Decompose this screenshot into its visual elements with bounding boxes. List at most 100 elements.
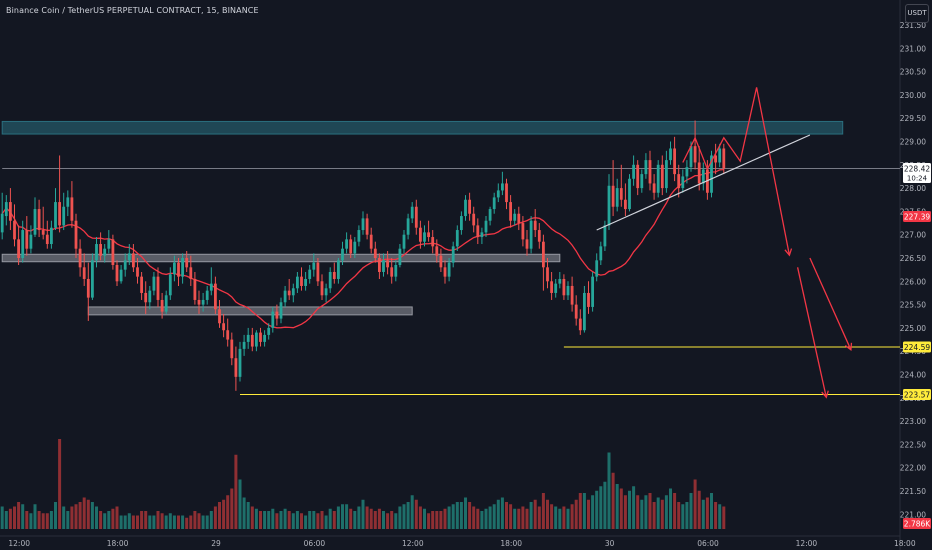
candle-body xyxy=(595,260,599,277)
projection-arrow[interactable] xyxy=(809,257,852,351)
volume-bar xyxy=(669,488,672,529)
volume-bar xyxy=(685,502,689,529)
candle-body xyxy=(656,164,660,193)
price-zone[interactable] xyxy=(87,306,413,316)
volume-bar xyxy=(193,511,197,529)
volume-bar xyxy=(435,511,439,529)
volume-bar xyxy=(398,506,402,529)
volume-bar xyxy=(304,515,308,529)
candle-body xyxy=(410,206,414,219)
price-label-badge xyxy=(903,163,931,184)
candle-body xyxy=(501,183,504,191)
candle-body xyxy=(181,258,184,277)
price-tick-label: 231.50 xyxy=(900,21,926,30)
candle-body xyxy=(460,216,463,231)
candle-body xyxy=(320,281,324,296)
candle-body xyxy=(308,269,312,279)
volume-bar xyxy=(349,508,353,529)
projection-path[interactable] xyxy=(682,87,791,256)
volume-bar xyxy=(58,439,62,529)
currency-button[interactable]: USDT xyxy=(905,4,929,23)
volume-bar xyxy=(648,493,652,529)
volume-bar xyxy=(652,502,656,529)
candle-body xyxy=(4,202,8,217)
volume-bar xyxy=(111,508,115,529)
volume-bar xyxy=(472,506,476,529)
price-tick-label: 222.50 xyxy=(900,440,926,449)
volume-bar xyxy=(144,511,148,529)
volume-bar xyxy=(131,515,135,529)
candle-body xyxy=(718,148,722,163)
candle-body xyxy=(242,341,246,349)
volume-bar xyxy=(160,513,164,529)
candle-body xyxy=(201,299,205,305)
volume-bar xyxy=(168,513,172,529)
volume-bar xyxy=(550,504,554,529)
candle-body xyxy=(722,148,726,169)
volume-bar xyxy=(439,511,443,529)
candle-body xyxy=(275,311,279,319)
volume-bar xyxy=(587,499,590,529)
volume-bar xyxy=(148,515,152,529)
candle-body xyxy=(103,248,107,256)
volume-bar xyxy=(500,497,504,529)
candle-body xyxy=(611,185,615,207)
volume-bar xyxy=(300,513,303,529)
candle-body xyxy=(263,334,266,342)
candle-body xyxy=(603,225,607,247)
volume-bar xyxy=(275,513,279,529)
candle-body xyxy=(414,206,418,228)
price-zone[interactable] xyxy=(1,253,561,263)
volume-bar xyxy=(361,499,365,529)
candle-body xyxy=(533,220,537,231)
candle-body xyxy=(255,332,258,347)
candle-body xyxy=(209,283,213,291)
price-axis-panel[interactable] xyxy=(900,0,932,550)
trendline[interactable] xyxy=(596,134,811,231)
candle-body xyxy=(648,160,652,184)
candle-body xyxy=(45,234,49,245)
volume-bar xyxy=(70,506,74,529)
candle-body xyxy=(41,230,45,235)
volume-bar xyxy=(513,508,517,529)
candle-body xyxy=(710,155,713,193)
time-tick-label: 12:00 xyxy=(8,539,30,548)
arrow-head xyxy=(784,248,793,257)
price-zone[interactable] xyxy=(1,120,844,135)
candle-body xyxy=(132,253,135,268)
volume-bar xyxy=(644,495,648,529)
volume-bar xyxy=(591,495,595,529)
candle-body xyxy=(570,285,574,305)
candle-body xyxy=(230,339,234,359)
candle-body xyxy=(587,292,590,307)
price-label-text: 223.57 xyxy=(904,391,930,400)
volume-bar xyxy=(521,506,525,529)
volume-bar xyxy=(382,511,385,529)
volume-bar xyxy=(197,513,201,529)
candle-body xyxy=(714,155,717,163)
candle-body xyxy=(492,197,496,210)
candle-body xyxy=(615,188,619,207)
volume-bar xyxy=(701,499,705,529)
candle-body xyxy=(25,230,29,249)
candle-body xyxy=(513,213,517,221)
candle-body xyxy=(373,248,377,259)
candle-body xyxy=(13,220,16,240)
time-tick-label: 12:00 xyxy=(402,539,424,548)
candle-body xyxy=(222,323,225,331)
candle-body xyxy=(337,260,340,279)
candle-body xyxy=(464,199,467,217)
projection-arrow[interactable] xyxy=(796,267,827,398)
volume-bar xyxy=(447,506,451,529)
volume-bar xyxy=(209,511,213,529)
volume-bar xyxy=(693,479,697,529)
candle-body xyxy=(66,197,70,207)
candle-body xyxy=(119,269,123,282)
candle-body xyxy=(300,276,303,286)
volume-bar xyxy=(140,511,144,529)
volume-bar xyxy=(566,508,570,529)
volume-bar xyxy=(722,506,726,529)
candle-body xyxy=(521,223,525,240)
